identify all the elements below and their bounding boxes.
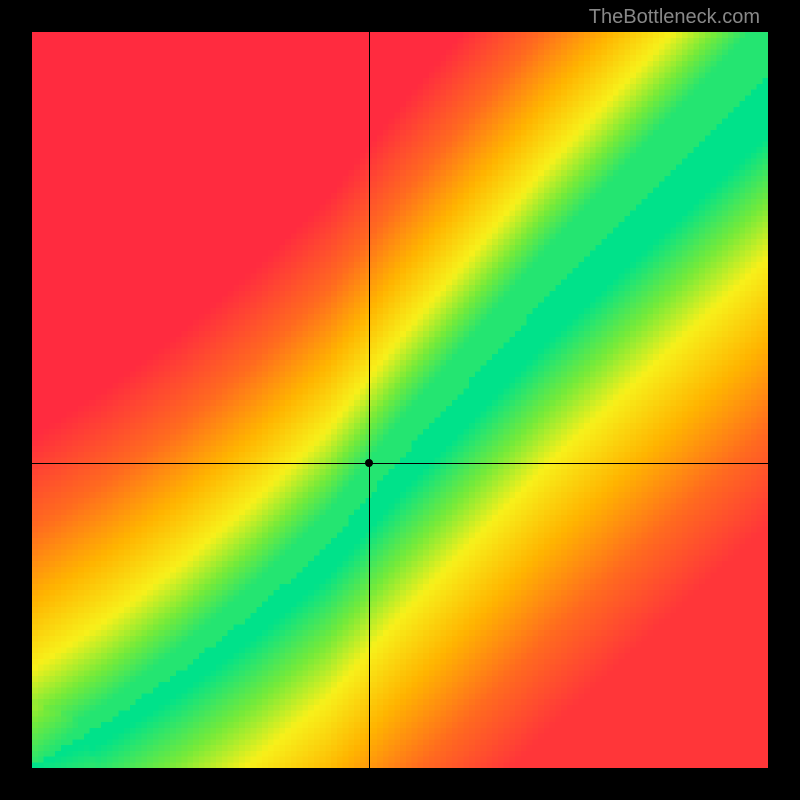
- heatmap-canvas: [32, 32, 768, 768]
- crosshair-marker: [365, 459, 373, 467]
- watermark-text: TheBottleneck.com: [589, 6, 760, 29]
- crosshair-vertical: [369, 32, 370, 768]
- crosshair-horizontal: [32, 463, 768, 464]
- heatmap-plot: [32, 32, 768, 768]
